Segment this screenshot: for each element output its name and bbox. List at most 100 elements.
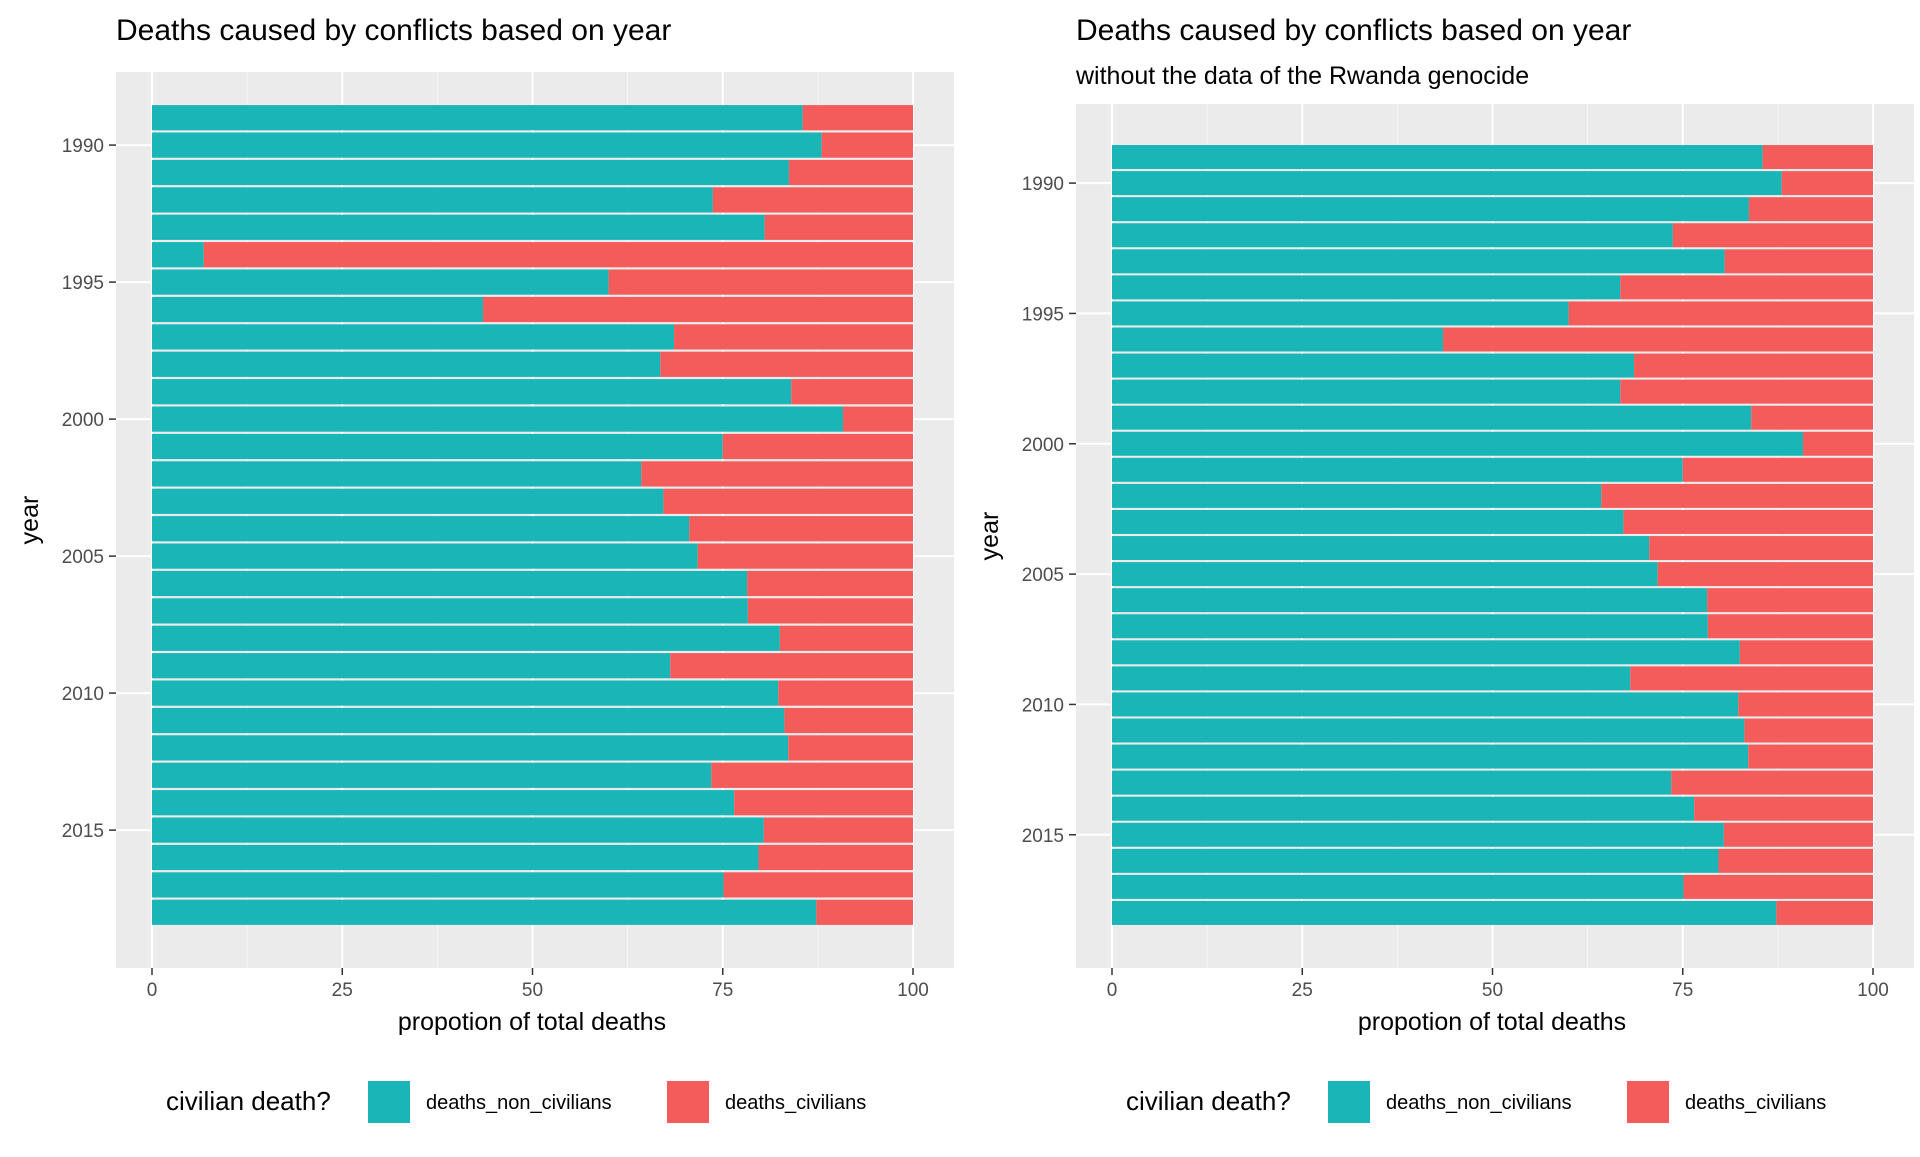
x-axis-label: propotion of total deaths bbox=[398, 1008, 666, 1036]
bar-deaths_civilians-1994 bbox=[1620, 275, 1873, 300]
bar-deaths_non_civilians-1993 bbox=[152, 214, 765, 240]
bar-deaths_non_civilians-2007 bbox=[1112, 614, 1708, 639]
bar-deaths_non_civilians-1999 bbox=[152, 379, 792, 405]
x-axis-label: propotion of total deaths bbox=[1358, 1008, 1626, 1036]
bar-deaths_civilians-1995 bbox=[608, 269, 913, 295]
y-tick-label: 2005 bbox=[62, 547, 104, 568]
bar-deaths_non_civilians-2012 bbox=[1112, 744, 1749, 769]
bar-deaths_non_civilians-1990 bbox=[1112, 171, 1782, 196]
bar-deaths_non_civilians-1998 bbox=[1112, 379, 1621, 404]
bar-deaths_non_civilians-1999 bbox=[1112, 405, 1752, 430]
bar-deaths_non_civilians-1992 bbox=[152, 187, 713, 213]
bar-deaths_civilians-1999 bbox=[791, 379, 913, 405]
bar-deaths_civilians-1992 bbox=[712, 187, 913, 213]
bar-deaths_non_civilians-2004 bbox=[152, 516, 690, 542]
bar-deaths_non_civilians-2002 bbox=[152, 461, 642, 487]
bar-deaths_civilians-1998 bbox=[660, 351, 913, 377]
bar-deaths_civilians-1989 bbox=[1762, 145, 1873, 170]
y-tick-label: 1995 bbox=[62, 273, 104, 294]
bar-deaths_civilians-2018 bbox=[1776, 900, 1873, 925]
legend-swatch-deaths_civilians bbox=[1627, 1081, 1669, 1123]
legend-title: civilian death? bbox=[1126, 1086, 1291, 1116]
x-tick-label: 25 bbox=[1292, 980, 1313, 1001]
chart-subtitle: without the data of the Rwanda genocide bbox=[1075, 62, 1529, 90]
bar-deaths_civilians-1999 bbox=[1751, 405, 1873, 430]
bar-deaths_civilians-1993 bbox=[764, 214, 913, 240]
bar-deaths_non_civilians-1997 bbox=[1112, 353, 1635, 378]
legend-swatch-deaths_civilians bbox=[667, 1081, 709, 1123]
bar-deaths_civilians-2007 bbox=[1707, 614, 1873, 639]
bar-deaths_civilians-2001 bbox=[1682, 457, 1873, 482]
bar-deaths_civilians-2012 bbox=[1748, 744, 1873, 769]
bar-deaths_non_civilians-2005 bbox=[152, 543, 698, 569]
bar-deaths_civilians-2007 bbox=[747, 598, 913, 624]
bar-deaths_non_civilians-2005 bbox=[1112, 562, 1658, 587]
bar-deaths_civilians-1991 bbox=[788, 159, 913, 186]
bar-deaths_non_civilians-2001 bbox=[1112, 457, 1683, 482]
bar-deaths_civilians-2015 bbox=[763, 817, 913, 843]
legend-swatch-deaths_non_civilians bbox=[1328, 1081, 1370, 1123]
bar-deaths_civilians-1992 bbox=[1672, 223, 1873, 248]
bar-deaths_non_civilians-1998 bbox=[152, 351, 661, 377]
bar-deaths_non_civilians-1989 bbox=[1112, 145, 1763, 170]
bar-deaths_civilians-2003 bbox=[663, 488, 913, 514]
bar-deaths_civilians-2000 bbox=[842, 406, 913, 432]
bar-deaths_civilians-2009 bbox=[670, 653, 913, 679]
bar-deaths_non_civilians-1996 bbox=[1112, 327, 1444, 352]
bar-deaths_non_civilians-2003 bbox=[1112, 509, 1624, 534]
bar-deaths_non_civilians-2000 bbox=[1112, 431, 1803, 456]
bar-deaths_civilians-2013 bbox=[711, 762, 913, 788]
bar-deaths_civilians-2000 bbox=[1802, 431, 1873, 456]
y-tick-label: 2005 bbox=[1022, 565, 1064, 586]
bar-deaths_non_civilians-2008 bbox=[1112, 640, 1740, 665]
legend-label-deaths_civilians: deaths_civilians bbox=[1685, 1092, 1826, 1114]
bar-deaths_non_civilians-2008 bbox=[152, 625, 780, 651]
bar-deaths_civilians-1997 bbox=[1634, 353, 1873, 378]
bar-deaths_civilians-1994 bbox=[203, 242, 914, 268]
bar-deaths_non_civilians-2012 bbox=[152, 735, 789, 761]
bar-deaths_non_civilians-2006 bbox=[152, 570, 748, 597]
x-tick-label: 100 bbox=[1857, 980, 1889, 1001]
bar-deaths_non_civilians-2002 bbox=[1112, 483, 1602, 508]
bar-deaths_civilians-2013 bbox=[1671, 770, 1873, 795]
chart-panel-1: 1990 1995 2000 2005 2010 2015 0 25 50 75 100 propot… bbox=[16, 14, 954, 1123]
bar-deaths_civilians-2005 bbox=[1657, 562, 1873, 587]
bar-deaths_non_civilians-1991 bbox=[152, 159, 789, 186]
bar-deaths_non_civilians-2007 bbox=[152, 598, 748, 624]
legend-label-deaths_non_civilians: deaths_non_civilians bbox=[1386, 1092, 1572, 1114]
bar-deaths_civilians-1990 bbox=[1781, 171, 1873, 196]
y-tick-label: 1990 bbox=[1022, 174, 1064, 195]
bar-deaths_civilians-2010 bbox=[1738, 692, 1873, 717]
bar-deaths_non_civilians-2016 bbox=[152, 844, 759, 871]
bar-deaths_non_civilians-2000 bbox=[152, 406, 843, 432]
bar-deaths_civilians-1996 bbox=[1443, 327, 1873, 352]
bar-deaths_civilians-2016 bbox=[758, 844, 913, 871]
bar-deaths_non_civilians-2018 bbox=[152, 899, 817, 925]
bar-deaths_non_civilians-1989 bbox=[152, 105, 803, 131]
x-tick-label: 50 bbox=[522, 980, 543, 1001]
bar-deaths_non_civilians-1991 bbox=[1112, 197, 1749, 222]
x-tick-label: 0 bbox=[1107, 980, 1118, 1001]
bar-deaths_non_civilians-2010 bbox=[1112, 692, 1739, 717]
bar-deaths_non_civilians-1994 bbox=[152, 242, 204, 268]
bar-deaths_civilians-2017 bbox=[723, 872, 913, 898]
y-tick-label: 2010 bbox=[1022, 695, 1064, 716]
chart-panel-2: 1990 1995 2000 2005 2010 2015 0 25 50 75 100 propot… bbox=[976, 14, 1914, 1123]
bar-deaths_civilians-2009 bbox=[1630, 666, 1873, 691]
bar-deaths_non_civilians-2004 bbox=[1112, 536, 1650, 561]
y-tick-label: 2000 bbox=[1022, 435, 1064, 456]
bar-deaths_non_civilians-2010 bbox=[152, 680, 779, 706]
bar-deaths_civilians-2008 bbox=[779, 625, 913, 651]
bar-deaths_non_civilians-1996 bbox=[152, 296, 484, 323]
bar-deaths_civilians-2014 bbox=[1694, 796, 1873, 821]
y-tick-label: 1990 bbox=[62, 136, 104, 157]
bar-deaths_non_civilians-2018 bbox=[1112, 900, 1777, 925]
y-tick-label: 1995 bbox=[1022, 304, 1064, 325]
bar-deaths_civilians-2011 bbox=[1744, 718, 1873, 743]
bar-deaths_civilians-2002 bbox=[641, 461, 913, 487]
legend-title: civilian death? bbox=[166, 1086, 331, 1116]
bar-deaths_civilians-2011 bbox=[784, 707, 913, 734]
bar-deaths_civilians-2016 bbox=[1718, 848, 1873, 873]
